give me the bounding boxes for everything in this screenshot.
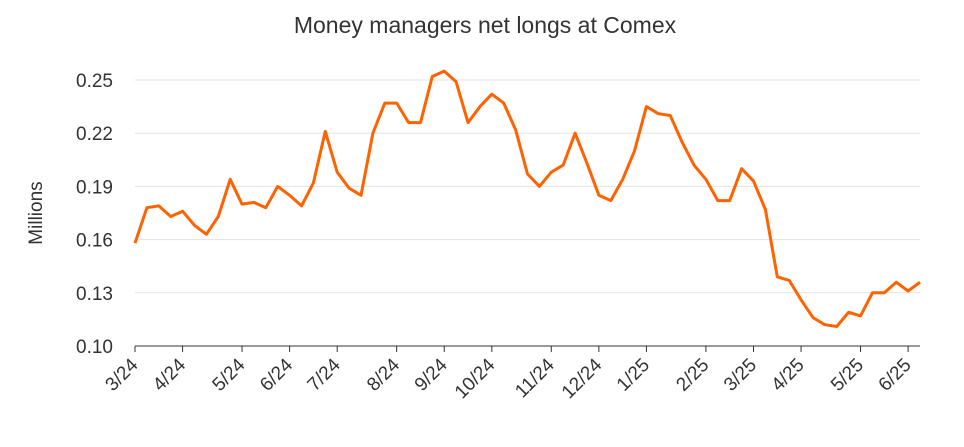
- y-tick-label: 0.22: [76, 124, 113, 145]
- x-tick-label: 5/24: [209, 354, 250, 395]
- x-tick-label: 9/24: [411, 354, 452, 395]
- y-tick-label: 0.10: [76, 337, 113, 358]
- x-tick-label: 8/24: [363, 354, 404, 395]
- x-tick-label: 5/25: [827, 355, 868, 396]
- chart-title: Money managers net longs at Comex: [294, 12, 677, 38]
- x-tick-label: 2/25: [672, 355, 713, 396]
- x-tick-label: 3/24: [102, 354, 143, 395]
- y-tick-label: 0.19: [76, 177, 113, 198]
- y-tick-label: 0.16: [76, 231, 113, 252]
- x-tick-label: 7/24: [304, 354, 345, 395]
- y-axis-label: Millions: [26, 181, 47, 244]
- x-tick-label: 4/25: [768, 355, 809, 396]
- x-tick-label: 3/25: [720, 355, 761, 396]
- x-tick-label: 12/24: [558, 354, 607, 403]
- x-tick-label: 11/24: [511, 354, 559, 402]
- y-tick-label: 0.13: [76, 284, 113, 305]
- x-tick-label: 10/24: [451, 354, 500, 403]
- x-tick-label: 1/25: [613, 355, 654, 396]
- y-tick-label: 0.25: [76, 71, 113, 92]
- x-tick-label: 6/24: [256, 354, 297, 395]
- x-tick-label: 6/25: [875, 355, 916, 396]
- x-tick-label: 4/24: [149, 354, 190, 395]
- data-line: [133, 69, 921, 328]
